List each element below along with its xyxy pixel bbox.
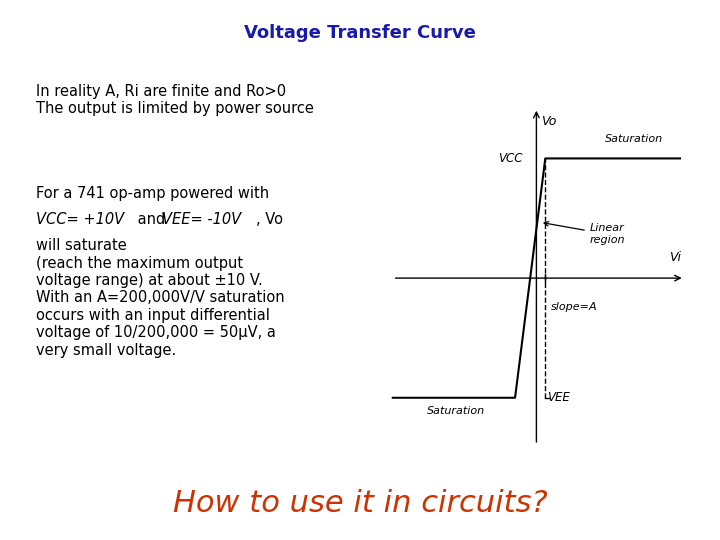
Text: Vi: Vi: [670, 251, 682, 264]
Text: Saturation: Saturation: [606, 134, 663, 145]
Text: In reality A, Ri are finite and Ro>0
The output is limited by power source: In reality A, Ri are finite and Ro>0 The…: [36, 84, 314, 116]
Text: Voltage Transfer Curve: Voltage Transfer Curve: [244, 24, 476, 42]
Text: How to use it in circuits?: How to use it in circuits?: [173, 489, 547, 518]
Text: will saturate
(reach the maximum output
voltage range) at about ±10 V.
With an A: will saturate (reach the maximum output …: [36, 238, 284, 357]
Text: For a 741 op-amp powered with: For a 741 op-amp powered with: [36, 186, 269, 201]
Text: and: and: [133, 212, 170, 227]
Text: VCC= +10V: VCC= +10V: [36, 212, 124, 227]
Text: Vo: Vo: [541, 115, 557, 128]
Text: , Vo: , Vo: [256, 212, 284, 227]
Text: VCC: VCC: [498, 152, 522, 165]
Text: Linear
region: Linear region: [544, 221, 625, 245]
Text: VEE: VEE: [547, 392, 570, 404]
Text: VEE= -10V: VEE= -10V: [162, 212, 241, 227]
Text: slope=A: slope=A: [551, 302, 598, 312]
Text: Saturation: Saturation: [427, 406, 485, 416]
